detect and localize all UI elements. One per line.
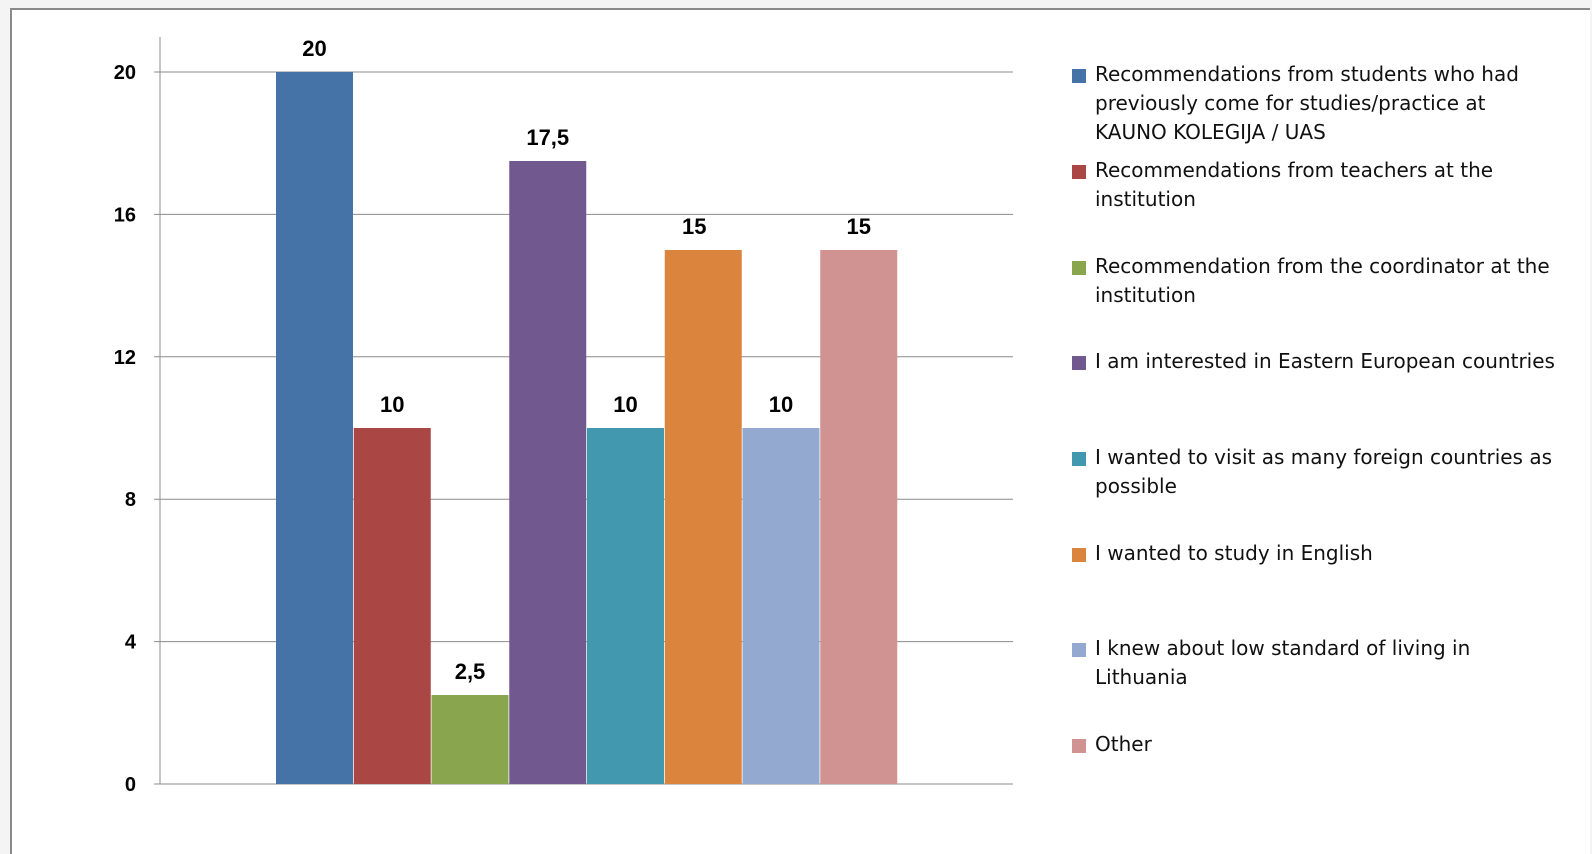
y-tick-label: 20 [114, 62, 136, 84]
bar [587, 428, 664, 784]
data-label: 15 [847, 214, 871, 239]
bar [664, 250, 742, 784]
legend-swatch [1072, 452, 1086, 466]
chart-legend: Recommendations from students who had pr… [1072, 60, 1572, 780]
y-tick-label: 16 [114, 204, 136, 226]
legend-swatch [1072, 165, 1086, 179]
data-label: 20 [302, 36, 326, 61]
legend-label: I am interested in Eastern European coun… [1095, 349, 1555, 373]
legend-swatch [1072, 261, 1086, 275]
y-tick-label: 0 [125, 774, 136, 796]
legend-swatch [1072, 643, 1086, 657]
bar [742, 428, 820, 784]
legend-swatch [1072, 548, 1086, 562]
data-label: 10 [380, 392, 404, 417]
data-label: 15 [682, 214, 706, 239]
bar [276, 72, 353, 784]
bar [820, 250, 898, 784]
bar [509, 161, 587, 784]
data-label: 10 [613, 392, 637, 417]
legend-label: I knew about low standard of living in L… [1095, 636, 1471, 689]
legend-label: Other [1095, 732, 1152, 756]
legend-label: Recommendations from students who had pr… [1095, 62, 1519, 144]
data-label: 10 [769, 392, 793, 417]
legend-label: Recommendations from teachers at the ins… [1095, 158, 1494, 211]
legend-swatch [1072, 739, 1086, 753]
y-tick-label: 8 [125, 489, 136, 511]
legend-label: I wanted to study in English [1095, 541, 1373, 565]
legend-label: I wanted to visit as many foreign countr… [1095, 445, 1553, 498]
data-label: 2,5 [455, 659, 486, 684]
legend-swatch [1072, 69, 1086, 83]
legend-label: Recommendation from the coordinator at t… [1095, 254, 1550, 307]
data-label: 17,5 [526, 125, 569, 150]
bar [431, 695, 509, 784]
y-tick-label: 12 [114, 347, 136, 369]
y-tick-label: 4 [125, 632, 137, 654]
legend-swatch [1072, 356, 1086, 370]
bar [353, 428, 431, 784]
